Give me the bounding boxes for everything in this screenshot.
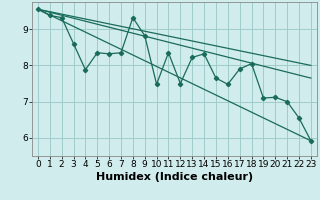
- X-axis label: Humidex (Indice chaleur): Humidex (Indice chaleur): [96, 172, 253, 182]
